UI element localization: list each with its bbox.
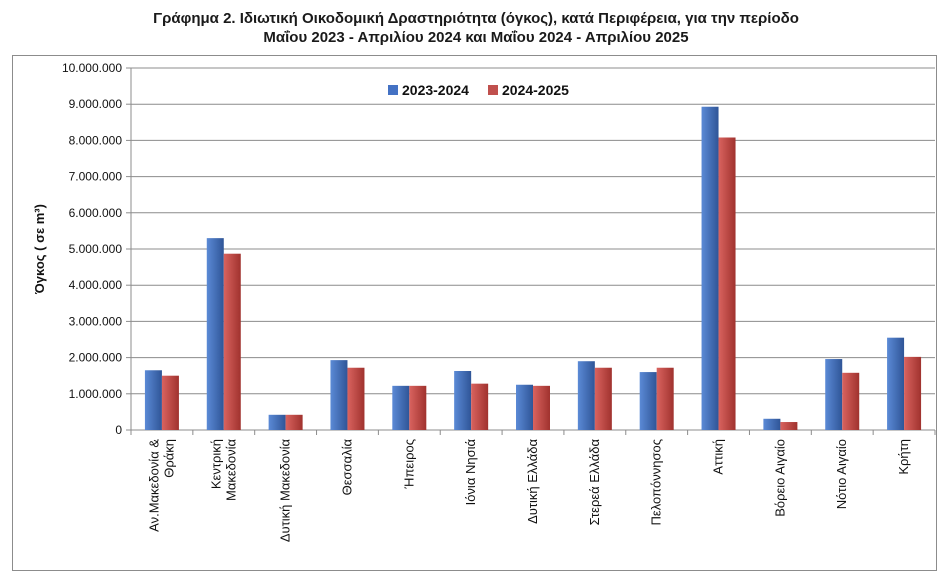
- bar-2024-2025: [285, 414, 303, 430]
- x-category-label: Ήπειρος: [401, 439, 416, 489]
- legend-label: 2023-2024: [402, 82, 469, 98]
- x-category-label: Αν.Μακεδονία &Θράκη: [146, 439, 176, 532]
- y-tick-label: 9.000.000: [69, 97, 123, 111]
- y-tick-label: 6.000.000: [69, 206, 123, 220]
- bar-2023-2024: [516, 384, 533, 430]
- bar-2024-2025: [656, 367, 674, 430]
- y-axis-label: Όγκος ( σε m³): [32, 204, 47, 295]
- bar-2024-2025: [594, 367, 612, 430]
- bar-2023-2024: [392, 385, 410, 430]
- chart-title: Γράφημα 2. Ιδιωτική Οικοδομική Δραστηριό…: [0, 9, 952, 47]
- bar-2023-2024: [825, 359, 843, 430]
- x-category-label-line: Δυτική Ελλάδα: [525, 439, 540, 524]
- bar-2023-2024: [268, 414, 286, 430]
- bar-2024-2025: [533, 385, 550, 430]
- x-category-label: Δυτική Μακεδονία: [278, 439, 293, 543]
- x-category-label-line: Ήπειρος: [401, 439, 416, 489]
- bar-2023-2024: [144, 370, 162, 430]
- legend-swatch: [488, 85, 498, 95]
- x-category-label: ΚεντρικήΜακεδονία: [208, 439, 238, 501]
- x-category-label-line: Δυτική Μακεδονία: [278, 439, 293, 543]
- chart-title-line-2: Μαΐου 2023 - Απριλίου 2024 και Μαΐου 202…: [263, 29, 689, 46]
- y-tick-label: 8.000.000: [69, 133, 123, 147]
- x-category-label: Βόρειο Αιγαίο: [772, 439, 787, 517]
- x-category-label-line: Μακεδονία: [223, 439, 238, 501]
- x-category-label: Στερεά Ελλάδα: [587, 439, 602, 526]
- bar-2023-2024: [701, 106, 719, 430]
- bar-2024-2025: [904, 356, 922, 430]
- x-category-label: Αττική: [711, 439, 726, 475]
- bar-2024-2025: [471, 383, 489, 430]
- x-category-label-line: Θεσσαλία: [339, 439, 354, 496]
- x-category-label-line: Αν.Μακεδονία &: [146, 439, 161, 532]
- x-category-label-line: Αττική: [711, 439, 726, 475]
- x-category-label: Θεσσαλία: [339, 439, 354, 496]
- x-category-label-line: Νότιο Αιγαίο: [834, 439, 849, 509]
- y-tick-label: 4.000.000: [69, 278, 123, 292]
- bar-2024-2025: [718, 137, 736, 430]
- bar-2024-2025: [409, 385, 427, 430]
- y-tick-label: 10.000.000: [62, 61, 122, 75]
- legend-swatch: [388, 85, 398, 95]
- x-category-label-line: Ιόνια Νησιά: [463, 439, 478, 506]
- x-category-label: Δυτική Ελλάδα: [525, 439, 540, 524]
- bar-2023-2024: [577, 361, 595, 430]
- bar-2023-2024: [887, 337, 905, 430]
- bar-2023-2024: [763, 418, 781, 430]
- y-tick-label: 3.000.000: [69, 314, 123, 328]
- bar-2024-2025: [347, 367, 365, 430]
- bar-2024-2025: [780, 422, 798, 430]
- x-category-label-line: Θράκη: [161, 439, 176, 478]
- x-category-label-line: Κεντρική: [208, 439, 223, 489]
- y-tick-label: 7.000.000: [69, 170, 123, 184]
- x-category-label-line: Βόρειο Αιγαίο: [772, 439, 787, 517]
- x-category-label: Ιόνια Νησιά: [463, 439, 478, 506]
- x-category-label: Κρήτη: [896, 439, 911, 475]
- x-category-label: Πελοπόννησος: [649, 439, 664, 525]
- y-tick-label: 5.000.000: [69, 242, 123, 256]
- bar-2023-2024: [454, 370, 472, 430]
- y-tick-label: 0: [115, 423, 122, 437]
- legend-label: 2024-2025: [502, 82, 569, 98]
- x-category-label-line: Στερεά Ελλάδα: [587, 439, 602, 526]
- x-category-label-line: Πελοπόννησος: [649, 439, 664, 525]
- chart-frame: [12, 55, 937, 571]
- bar-2023-2024: [206, 238, 224, 430]
- y-tick-label: 1.000.000: [69, 387, 123, 401]
- chart-title-line-1: Γράφημα 2. Ιδιωτική Οικοδομική Δραστηριό…: [153, 10, 799, 27]
- x-category-label: Νότιο Αιγαίο: [834, 439, 849, 509]
- bar-2024-2025: [161, 375, 179, 430]
- y-tick-label: 2.000.000: [69, 351, 123, 365]
- bar-2024-2025: [223, 253, 241, 430]
- bar-2024-2025: [842, 372, 860, 430]
- x-category-label-line: Κρήτη: [896, 439, 911, 475]
- bar-2023-2024: [330, 360, 348, 430]
- bar-2023-2024: [639, 372, 657, 430]
